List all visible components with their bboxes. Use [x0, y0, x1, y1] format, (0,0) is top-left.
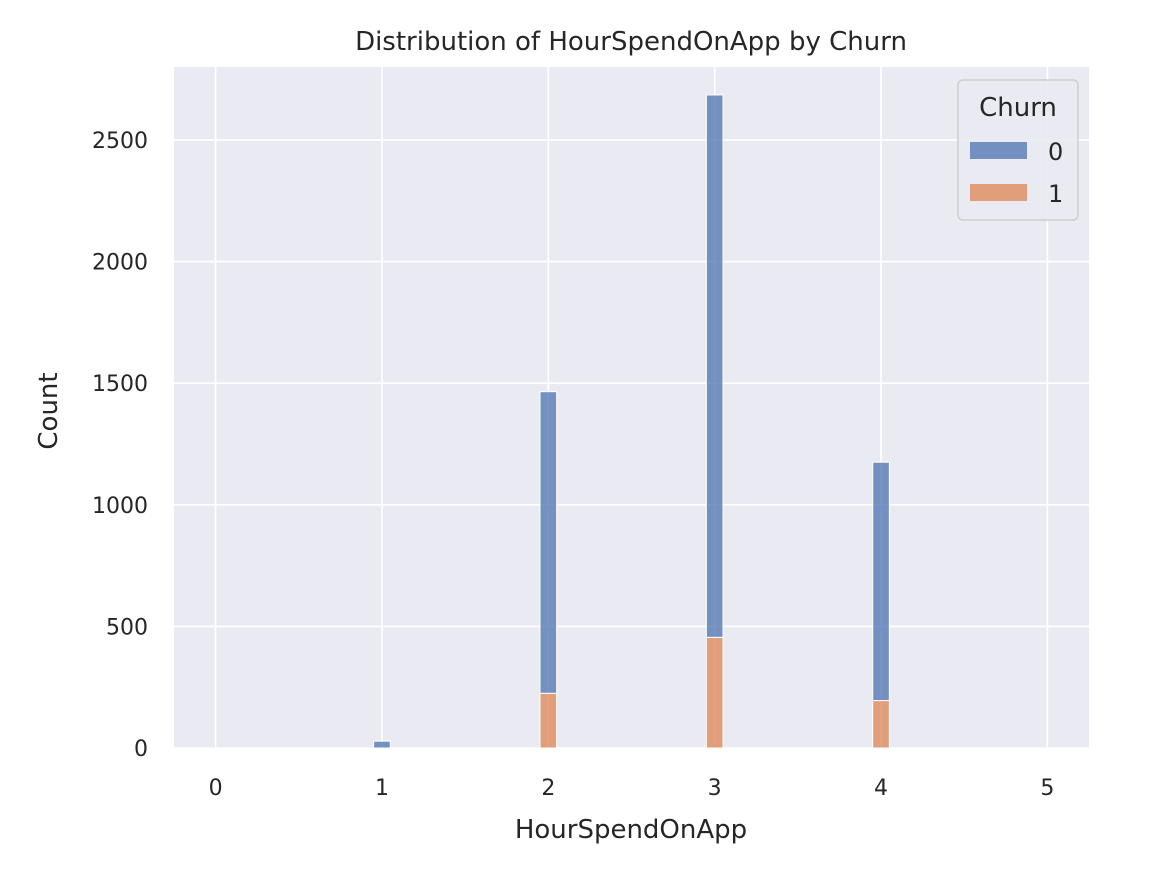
legend-label-0: 0	[1048, 138, 1063, 166]
y-tick-label: 1500	[92, 372, 148, 397]
legend-label-1: 1	[1048, 180, 1063, 208]
x-tick-label: 0	[209, 776, 223, 801]
y-tick-label: 1000	[92, 494, 148, 519]
x-axis-label: HourSpendOnApp	[515, 815, 747, 845]
legend-title: Churn	[979, 93, 1057, 123]
legend-swatch-0	[970, 142, 1027, 159]
bar-churn-0-x1	[373, 740, 391, 749]
bar-churn-1-x2	[539, 692, 558, 749]
bar-churn-0-x2	[539, 391, 558, 694]
bar-churn-1-x3	[705, 636, 724, 749]
bar-churn-0-x4	[872, 461, 890, 702]
bar-churn-0-x3	[705, 94, 724, 638]
bar-churn-1-x4	[872, 700, 890, 749]
chart-title: Distribution of HourSpendOnApp by Churn	[355, 27, 907, 57]
legend-swatch-1	[970, 184, 1027, 201]
y-tick-label: 0	[134, 737, 148, 762]
x-tick-label: 5	[1040, 776, 1054, 801]
y-tick-label: 500	[106, 615, 148, 640]
y-tick-label: 2000	[92, 251, 148, 276]
x-tick-label: 3	[708, 776, 722, 801]
y-axis-label: Count	[34, 372, 64, 449]
y-tick-label: 2500	[92, 129, 148, 154]
legend: Churn 0 1	[957, 79, 1079, 221]
x-tick-label: 2	[541, 776, 555, 801]
x-tick-label: 4	[874, 776, 888, 801]
x-tick-label: 1	[375, 776, 389, 801]
plot-area	[174, 67, 1089, 748]
